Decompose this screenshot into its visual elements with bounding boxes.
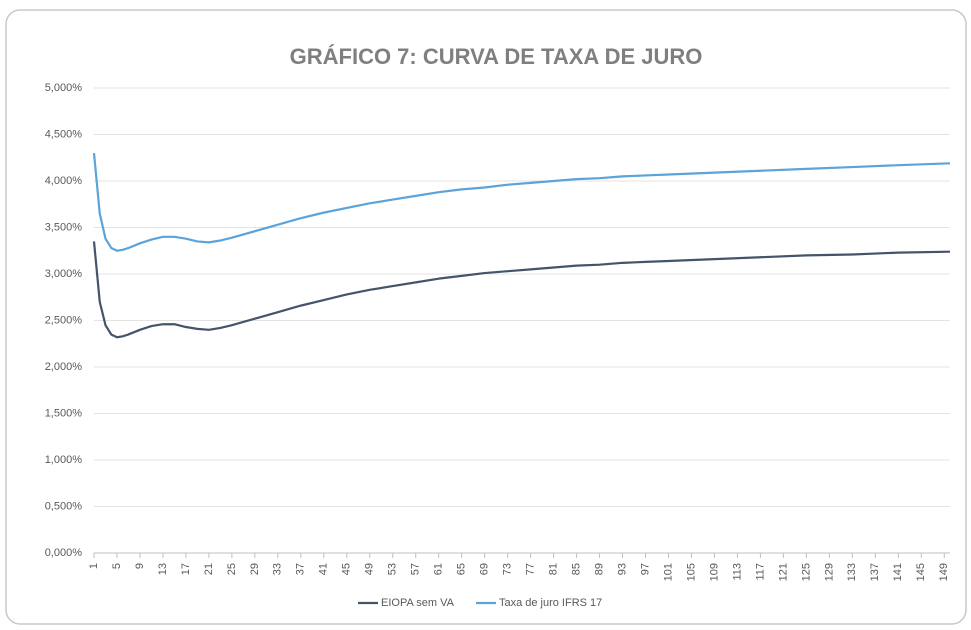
x-tick-label: 49 bbox=[364, 563, 376, 575]
x-tick-label: 25 bbox=[226, 563, 238, 575]
x-tick-label: 121 bbox=[777, 563, 789, 581]
x-tick-label: 29 bbox=[249, 563, 261, 575]
y-tick-label: 1,500% bbox=[45, 407, 83, 419]
x-tick-label: 73 bbox=[502, 563, 514, 575]
x-tick-label: 77 bbox=[525, 563, 537, 575]
y-tick-label: 2,500% bbox=[45, 314, 83, 326]
x-tick-label: 113 bbox=[731, 563, 743, 581]
x-tick-label: 81 bbox=[548, 563, 560, 575]
series-line bbox=[92, 152, 951, 252]
x-tick-label: 21 bbox=[203, 563, 215, 575]
y-tick-label: 4,500% bbox=[45, 128, 83, 140]
x-tick-label: 89 bbox=[593, 563, 605, 575]
x-tick-label: 109 bbox=[708, 563, 720, 581]
x-tick-label: 129 bbox=[823, 563, 835, 581]
x-tick-label: 125 bbox=[800, 563, 812, 581]
x-tick-label: 37 bbox=[295, 563, 307, 575]
y-tick-label: 0,000% bbox=[45, 547, 83, 559]
x-tick-label: 141 bbox=[892, 563, 904, 581]
chart-frame bbox=[5, 9, 967, 625]
y-tick-label: 4,000% bbox=[45, 175, 83, 187]
chart-title: GRÁFICO 7: CURVA DE TAXA DE JURO bbox=[290, 44, 703, 69]
x-tick-label: 33 bbox=[272, 563, 284, 575]
x-tick-label: 1 bbox=[88, 563, 100, 569]
x-tick-label: 69 bbox=[479, 563, 491, 575]
x-tick-label: 105 bbox=[685, 563, 697, 581]
x-tick-label: 117 bbox=[754, 563, 766, 581]
x-tick-label: 5 bbox=[111, 563, 123, 569]
x-tick-label: 57 bbox=[410, 563, 422, 575]
x-tick-label: 137 bbox=[869, 563, 881, 581]
x-tick-label: 149 bbox=[938, 563, 950, 581]
x-tick-label: 41 bbox=[318, 563, 330, 575]
x-tick-label: 45 bbox=[341, 563, 353, 575]
legend-label: EIOPA sem VA bbox=[381, 597, 455, 609]
x-tick-label: 133 bbox=[846, 563, 858, 581]
y-tick-label: 3,000% bbox=[45, 268, 83, 280]
x-tick-label: 145 bbox=[915, 563, 927, 581]
x-tick-label: 61 bbox=[433, 563, 445, 575]
y-tick-label: 0,500% bbox=[45, 500, 83, 512]
x-tick-label: 53 bbox=[387, 563, 399, 575]
x-tick-label: 65 bbox=[456, 563, 468, 575]
y-tick-label: 5,000% bbox=[45, 82, 83, 94]
y-tick-label: 3,500% bbox=[45, 221, 83, 233]
y-tick-label: 2,000% bbox=[45, 361, 83, 373]
x-tick-label: 97 bbox=[639, 563, 651, 575]
series-line bbox=[92, 241, 951, 339]
x-tick-label: 93 bbox=[616, 563, 628, 575]
x-tick-label: 85 bbox=[570, 563, 582, 575]
x-tick-label: 9 bbox=[134, 563, 146, 569]
x-tick-label: 13 bbox=[157, 563, 169, 575]
x-tick-label: 101 bbox=[662, 563, 674, 581]
y-tick-label: 1,000% bbox=[45, 454, 83, 466]
x-tick-label: 17 bbox=[180, 563, 192, 575]
legend-label: Taxa de juro IFRS 17 bbox=[499, 597, 602, 609]
